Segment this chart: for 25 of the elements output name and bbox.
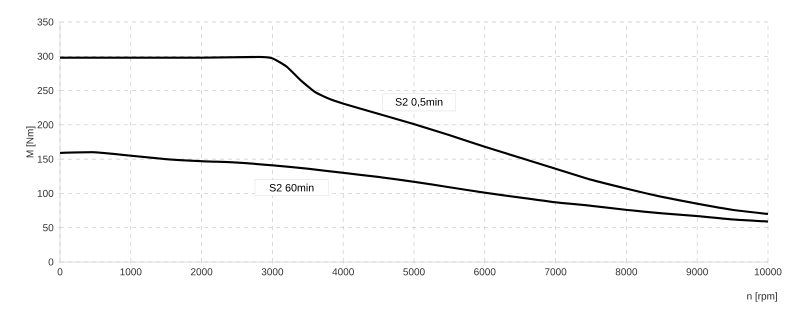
x-tick-label: 3000 [262, 268, 284, 276]
line-series [58, 56, 770, 216]
y-tick-label: 150 [38, 156, 54, 163]
x-tick-label: 6000 [474, 268, 496, 276]
series-label: S2 0,5min [396, 98, 442, 107]
x-tick-label: 1000 [120, 268, 142, 276]
x-tick-label: 8000 [616, 268, 638, 276]
y-tick-label: 350 [37, 18, 54, 26]
x-tick-label: 7000 [545, 268, 566, 276]
x-tick-label: 4000 [332, 268, 354, 276]
x-tick-label: 2000 [190, 268, 212, 276]
x-axis-title: n [rpm] [747, 292, 778, 302]
y-tick-label: 50 [43, 224, 54, 232]
x-tick-label: 0 [58, 268, 62, 276]
line-series [58, 151, 770, 223]
x-tick-label: 5000 [403, 268, 425, 276]
y-tick-label: 250 [38, 87, 54, 94]
y-tick-label: 100 [38, 190, 54, 197]
y-tick-label: 300 [37, 52, 54, 60]
y-tick-label: 0 [48, 258, 54, 266]
x-tick-label: 9000 [686, 268, 708, 276]
series-label: S2 60min [270, 184, 314, 192]
y-tick-label: 200 [38, 121, 54, 128]
y-axis-title: M [Nm] [26, 126, 36, 158]
x-tick-label: 10000 [754, 268, 782, 276]
